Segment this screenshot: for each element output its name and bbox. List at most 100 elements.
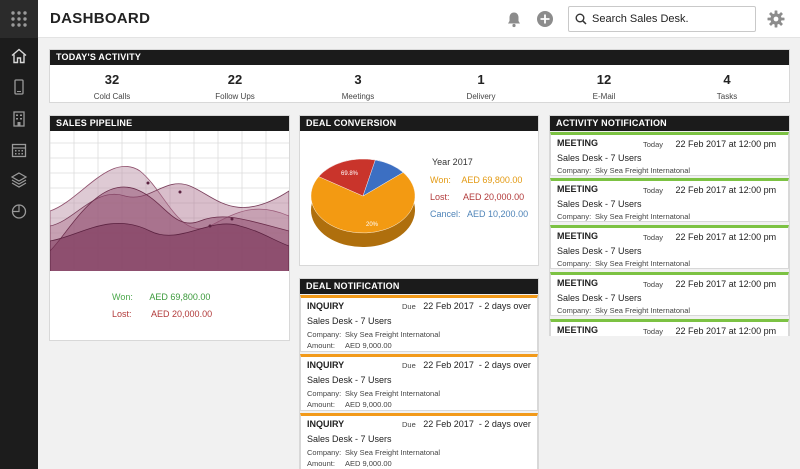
activity-card[interactable]: MEETING Today 22 Feb 2017 at 12:00 pm Sa… bbox=[550, 272, 789, 316]
activity-company: Company: Sky Sea Freight Internatonal bbox=[557, 166, 691, 175]
panel-title: DEAL CONVERSION bbox=[300, 116, 538, 131]
activity-type: MEETING bbox=[557, 138, 599, 148]
stat-value: 4 bbox=[723, 72, 731, 87]
deal-company: Company: Sky Sea Freight Internatonal bbox=[307, 389, 441, 398]
pipeline-won-row: Won: AED 69,800.00 bbox=[112, 292, 210, 302]
deal-amount: Amount: AED 9,000.00 bbox=[307, 459, 392, 468]
activity-type: MEETING bbox=[557, 231, 599, 241]
page-title: DASHBOARD bbox=[50, 10, 151, 27]
stat-label: Meetings bbox=[341, 92, 375, 101]
pie-lost-label: 20% bbox=[366, 222, 379, 228]
bell-icon[interactable] bbox=[504, 9, 524, 29]
won-label: Won: bbox=[112, 292, 133, 302]
pie-slice-side-won bbox=[311, 172, 415, 247]
activity-when: Today 22 Feb 2017 at 12:00 pm bbox=[643, 326, 777, 336]
stat-meetings[interactable]: 3 Meetings bbox=[298, 72, 418, 101]
activity-company: Company: Sky Sea Freight Internatonal bbox=[557, 306, 691, 315]
stat-value: 1 bbox=[477, 72, 485, 87]
activity-card[interactable]: MEETING Today 22 Feb 2017 at 12:00 pm Sa… bbox=[550, 178, 789, 222]
stat-tasks[interactable]: 4 Tasks bbox=[667, 72, 787, 101]
stat-value: 22 bbox=[227, 72, 243, 87]
deal-company: Company: Sky Sea Freight Internatonal bbox=[307, 330, 441, 339]
panel-title: DEAL NOTIFICATION bbox=[300, 279, 538, 294]
activity-when: Today 22 Feb 2017 at 12:00 pm bbox=[643, 185, 777, 195]
calendar-icon[interactable] bbox=[7, 138, 31, 162]
deal-title: Sales Desk - 7 Users bbox=[307, 434, 392, 444]
stat-label: Cold Calls bbox=[93, 92, 131, 101]
activity-title: Sales Desk - 7 Users bbox=[557, 246, 642, 256]
stat-value: 12 bbox=[596, 72, 612, 87]
activity-type: MEETING bbox=[557, 184, 599, 194]
deal-type: INQUIRY bbox=[307, 301, 345, 311]
stat-delivery[interactable]: 1 Delivery bbox=[421, 72, 541, 101]
stat-cold-calls[interactable]: 32 Cold Calls bbox=[52, 72, 172, 101]
activity-notification-panel: ACTIVITY NOTIFICATION MEETING Today 22 F… bbox=[549, 115, 790, 336]
deal-type: INQUIRY bbox=[307, 419, 345, 429]
pie-slice-cancel[interactable] bbox=[362, 159, 404, 197]
conversion-cancel-row: Cancel: AED 10,200.00 bbox=[430, 209, 528, 219]
sales-pipeline-panel: SALES PIPELINE Won: AED 69,800.00 Lost: … bbox=[49, 115, 290, 341]
sidebar bbox=[0, 0, 38, 469]
conversion-won-row: Won: AED 69,800.00 bbox=[430, 175, 522, 185]
deal-card[interactable]: INQUIRY Due 22 Feb 2017 - 2 days over Sa… bbox=[300, 413, 538, 469]
stat-email[interactable]: 12 E-Mail bbox=[544, 72, 664, 101]
stat-label: Follow Ups bbox=[215, 92, 255, 101]
search-input[interactable] bbox=[592, 13, 742, 25]
stat-value: 3 bbox=[354, 72, 362, 87]
cancel-label: Cancel: bbox=[430, 209, 461, 219]
deal-notification-panel: DEAL NOTIFICATION INQUIRY Due 22 Feb 201… bbox=[299, 278, 539, 469]
search-icon bbox=[575, 13, 587, 25]
won-value: AED 69,800.00 bbox=[149, 292, 211, 302]
cancel-value: AED 10,200.00 bbox=[467, 209, 529, 219]
stat-label: Delivery bbox=[466, 92, 496, 101]
deal-card[interactable]: INQUIRY Due 22 Feb 2017 - 2 days over Sa… bbox=[300, 295, 538, 352]
pie-slice-lost[interactable] bbox=[318, 158, 376, 197]
lost-value: AED 20,000.00 bbox=[151, 309, 213, 319]
activity-company: Company: Sky Sea Freight Internatonal bbox=[557, 212, 691, 221]
pipeline-area-chart bbox=[50, 131, 289, 271]
activity-type: MEETING bbox=[557, 325, 599, 335]
pie-slice-won[interactable] bbox=[310, 172, 416, 234]
pie-won-label: 69.8% bbox=[341, 171, 359, 177]
activity-when: Today 22 Feb 2017 at 12:00 pm bbox=[643, 232, 777, 242]
deal-amount: Amount: AED 9,000.00 bbox=[307, 341, 392, 350]
activity-card[interactable]: MEETING Today 22 Feb 2017 at 12:00 pm Sa… bbox=[550, 132, 789, 176]
deal-card[interactable]: INQUIRY Due 22 Feb 2017 - 2 days over Sa… bbox=[300, 354, 538, 411]
deal-title: Sales Desk - 7 Users bbox=[307, 375, 392, 385]
deal-type: INQUIRY bbox=[307, 360, 345, 370]
conversion-year: Year 2017 bbox=[432, 157, 473, 167]
add-icon[interactable] bbox=[535, 9, 555, 29]
clock-icon[interactable] bbox=[7, 199, 31, 223]
layers-icon[interactable] bbox=[7, 168, 31, 192]
deal-conversion-panel: DEAL CONVERSION 69.8% 20% Year 2017 Won:… bbox=[299, 115, 539, 266]
top-header: DASHBOARD bbox=[38, 0, 800, 38]
building-icon[interactable] bbox=[7, 107, 31, 131]
lost-value: AED 20,000.00 bbox=[463, 192, 525, 202]
app-grid-icon[interactable] bbox=[0, 0, 38, 38]
deal-conversion-pie-chart: 69.8% 20% bbox=[310, 158, 416, 247]
stat-label: E-Mail bbox=[592, 92, 616, 101]
lost-label: Lost: bbox=[112, 309, 132, 319]
search-box[interactable] bbox=[568, 6, 756, 32]
gear-icon[interactable] bbox=[766, 9, 786, 29]
panel-title: TODAY'S ACTIVITY bbox=[50, 50, 789, 65]
deal-due: Due 22 Feb 2017 - 2 days over bbox=[402, 419, 531, 429]
lost-label: Lost: bbox=[430, 192, 450, 202]
deal-due: Due 22 Feb 2017 - 2 days over bbox=[402, 360, 531, 370]
stat-follow-ups[interactable]: 22 Follow Ups bbox=[175, 72, 295, 101]
activity-company: Company: Sky Sea Freight Internatonal bbox=[557, 259, 691, 268]
activity-card[interactable]: MEETING Today 22 Feb 2017 at 12:00 pm bbox=[550, 319, 789, 336]
deal-title: Sales Desk - 7 Users bbox=[307, 316, 392, 326]
activity-type: MEETING bbox=[557, 278, 599, 288]
activity-card[interactable]: MEETING Today 22 Feb 2017 at 12:00 pm Sa… bbox=[550, 225, 789, 269]
conversion-lost-row: Lost: AED 20,000.00 bbox=[430, 192, 524, 202]
panel-title: ACTIVITY NOTIFICATION bbox=[550, 116, 789, 131]
home-icon[interactable] bbox=[7, 44, 31, 68]
activity-title: Sales Desk - 7 Users bbox=[557, 153, 642, 163]
activity-when: Today 22 Feb 2017 at 12:00 pm bbox=[643, 139, 777, 149]
todays-activity-panel: TODAY'S ACTIVITY 32 Cold Calls 22 Follow… bbox=[49, 49, 790, 103]
deal-company: Company: Sky Sea Freight Internatonal bbox=[307, 448, 441, 457]
won-value: AED 69,800.00 bbox=[461, 175, 523, 185]
phone-icon[interactable] bbox=[7, 75, 31, 99]
activity-when: Today 22 Feb 2017 at 12:00 pm bbox=[643, 279, 777, 289]
